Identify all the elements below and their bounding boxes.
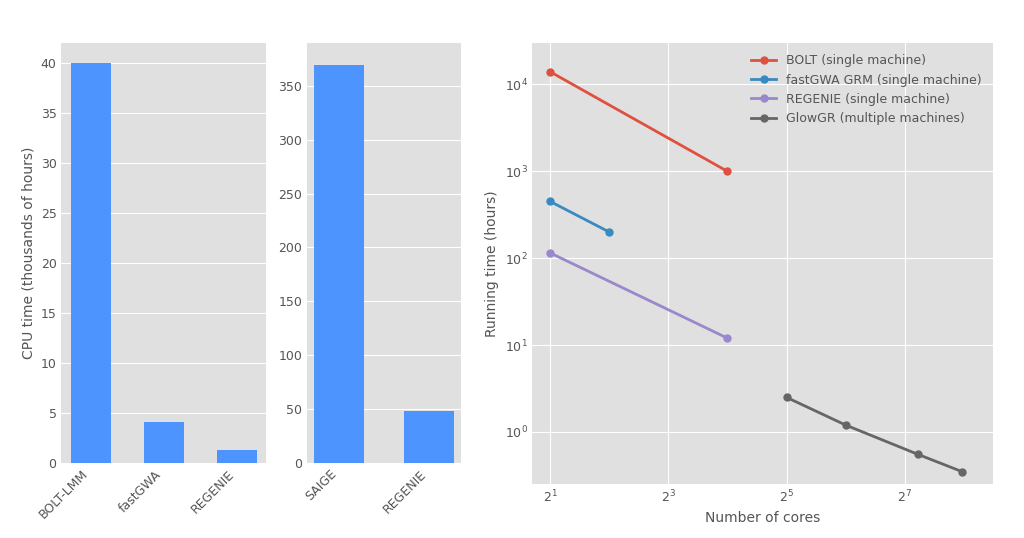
Line: GlowGR (multiple machines): GlowGR (multiple machines) <box>783 394 966 475</box>
Line: BOLT (single machine): BOLT (single machine) <box>547 68 731 175</box>
Line: REGENIE (single machine): REGENIE (single machine) <box>547 250 731 342</box>
BOLT (single machine) <box>544 68 556 75</box>
Y-axis label: Running time (hours): Running time (hours) <box>485 190 499 337</box>
Bar <box>71 63 111 463</box>
Y-axis label: CPU time (thousands of hours): CPU time (thousands of hours) <box>22 147 35 359</box>
Bar <box>143 422 184 463</box>
Line: fastGWA GRM (single machine): fastGWA GRM (single machine) <box>547 198 612 236</box>
BOLT (single machine) <box>721 168 733 174</box>
GlowGR (multiple machines) <box>955 468 968 475</box>
GlowGR (multiple machines) <box>780 394 793 401</box>
Bar <box>404 411 454 463</box>
Legend: BOLT (single machine), fastGWA GRM (single machine), REGENIE (single machine), G: BOLT (single machine), fastGWA GRM (sing… <box>746 49 987 130</box>
fastGWA GRM (single machine) <box>544 198 556 204</box>
GlowGR (multiple machines) <box>840 422 852 428</box>
REGENIE (single machine) <box>721 335 733 342</box>
X-axis label: Number of cores: Number of cores <box>706 511 820 525</box>
REGENIE (single machine) <box>544 250 556 256</box>
fastGWA GRM (single machine) <box>603 229 615 235</box>
Bar <box>217 450 257 463</box>
GlowGR (multiple machines) <box>912 451 925 458</box>
Bar <box>314 65 364 463</box>
